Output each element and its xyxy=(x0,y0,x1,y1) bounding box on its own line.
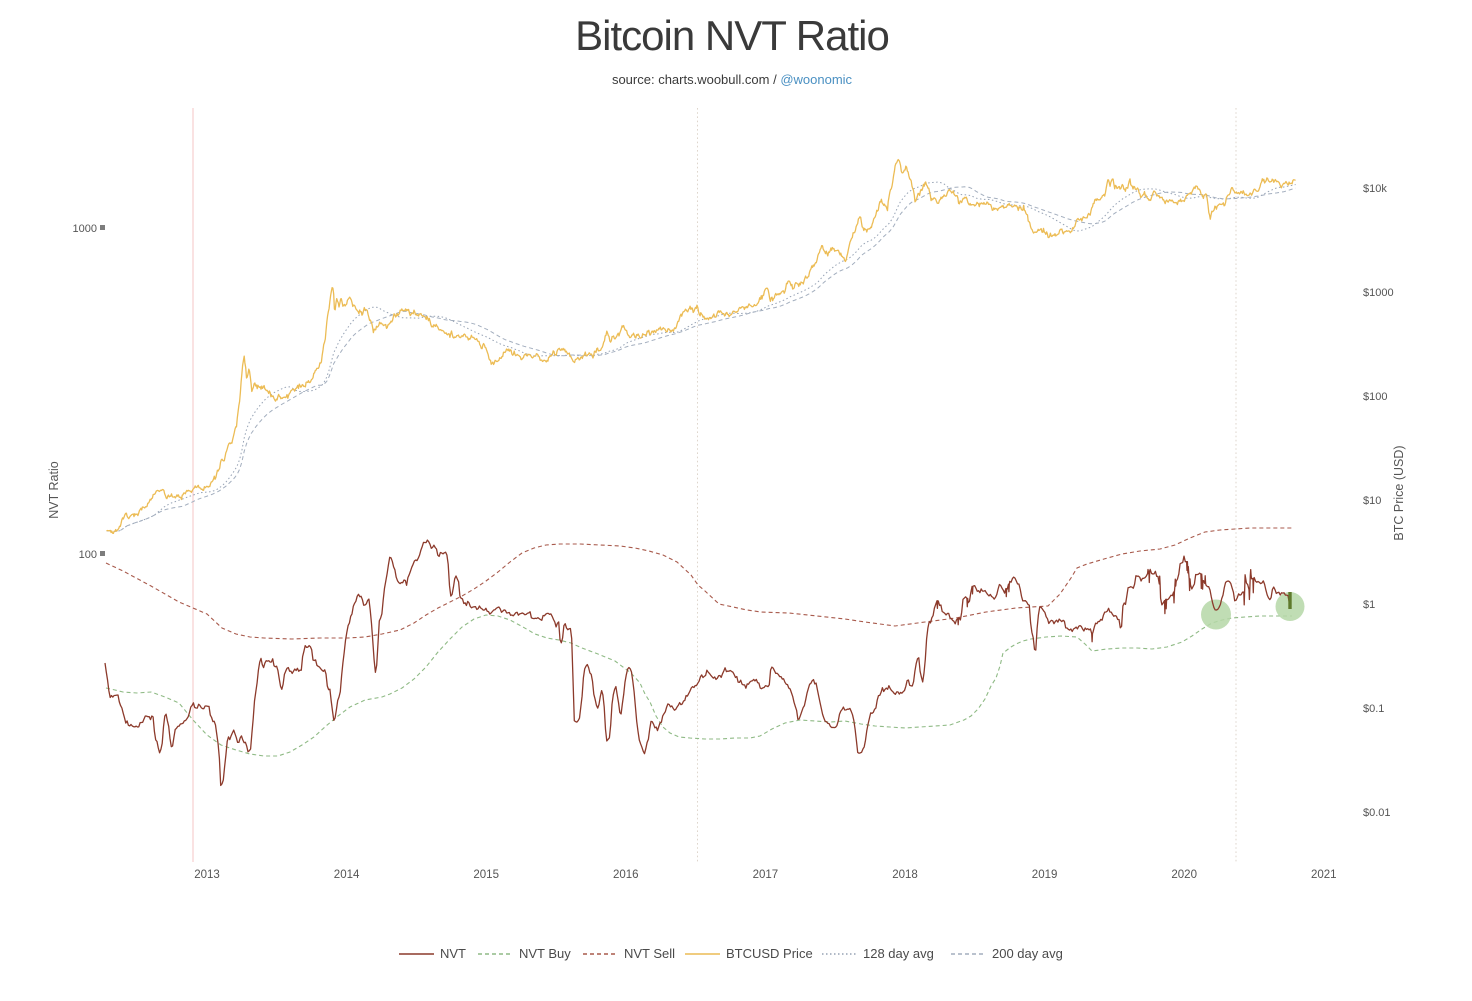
svg-text:NVT Ratio: NVT Ratio xyxy=(47,461,61,518)
svg-text:source: charts.woobull.com / @: source: charts.woobull.com / @woonomic xyxy=(612,72,853,87)
svg-text:NVT Sell: NVT Sell xyxy=(624,946,675,961)
svg-text:Bitcoin NVT Ratio: Bitcoin NVT Ratio xyxy=(575,12,889,59)
svg-text:2021: 2021 xyxy=(1311,869,1337,881)
svg-text:2020: 2020 xyxy=(1171,869,1197,881)
svg-text:2015: 2015 xyxy=(473,869,499,881)
svg-text:$1000: $1000 xyxy=(1363,287,1394,299)
svg-text:128 day avg: 128 day avg xyxy=(863,946,934,961)
svg-text:2017: 2017 xyxy=(753,869,779,881)
svg-text:1000: 1000 xyxy=(73,223,97,235)
svg-text:200 day avg: 200 day avg xyxy=(992,946,1063,961)
svg-text:NVT: NVT xyxy=(440,946,466,961)
svg-text:$10k: $10k xyxy=(1363,183,1387,195)
svg-text:BTCUSD Price: BTCUSD Price xyxy=(726,946,813,961)
svg-text:NVT Buy: NVT Buy xyxy=(519,946,571,961)
svg-text:$0.1: $0.1 xyxy=(1363,703,1384,715)
svg-text:2016: 2016 xyxy=(613,869,639,881)
svg-text:BTC Price (USD): BTC Price (USD) xyxy=(1392,445,1406,540)
svg-text:2018: 2018 xyxy=(892,869,918,881)
svg-text:2013: 2013 xyxy=(194,869,220,881)
svg-text:2014: 2014 xyxy=(334,869,360,881)
svg-text:$0.01: $0.01 xyxy=(1363,807,1391,819)
svg-text:$1: $1 xyxy=(1363,599,1375,611)
svg-text:2019: 2019 xyxy=(1032,869,1058,881)
svg-text:$100: $100 xyxy=(1363,391,1387,403)
svg-text:$10: $10 xyxy=(1363,495,1381,507)
svg-text:100: 100 xyxy=(79,549,97,561)
